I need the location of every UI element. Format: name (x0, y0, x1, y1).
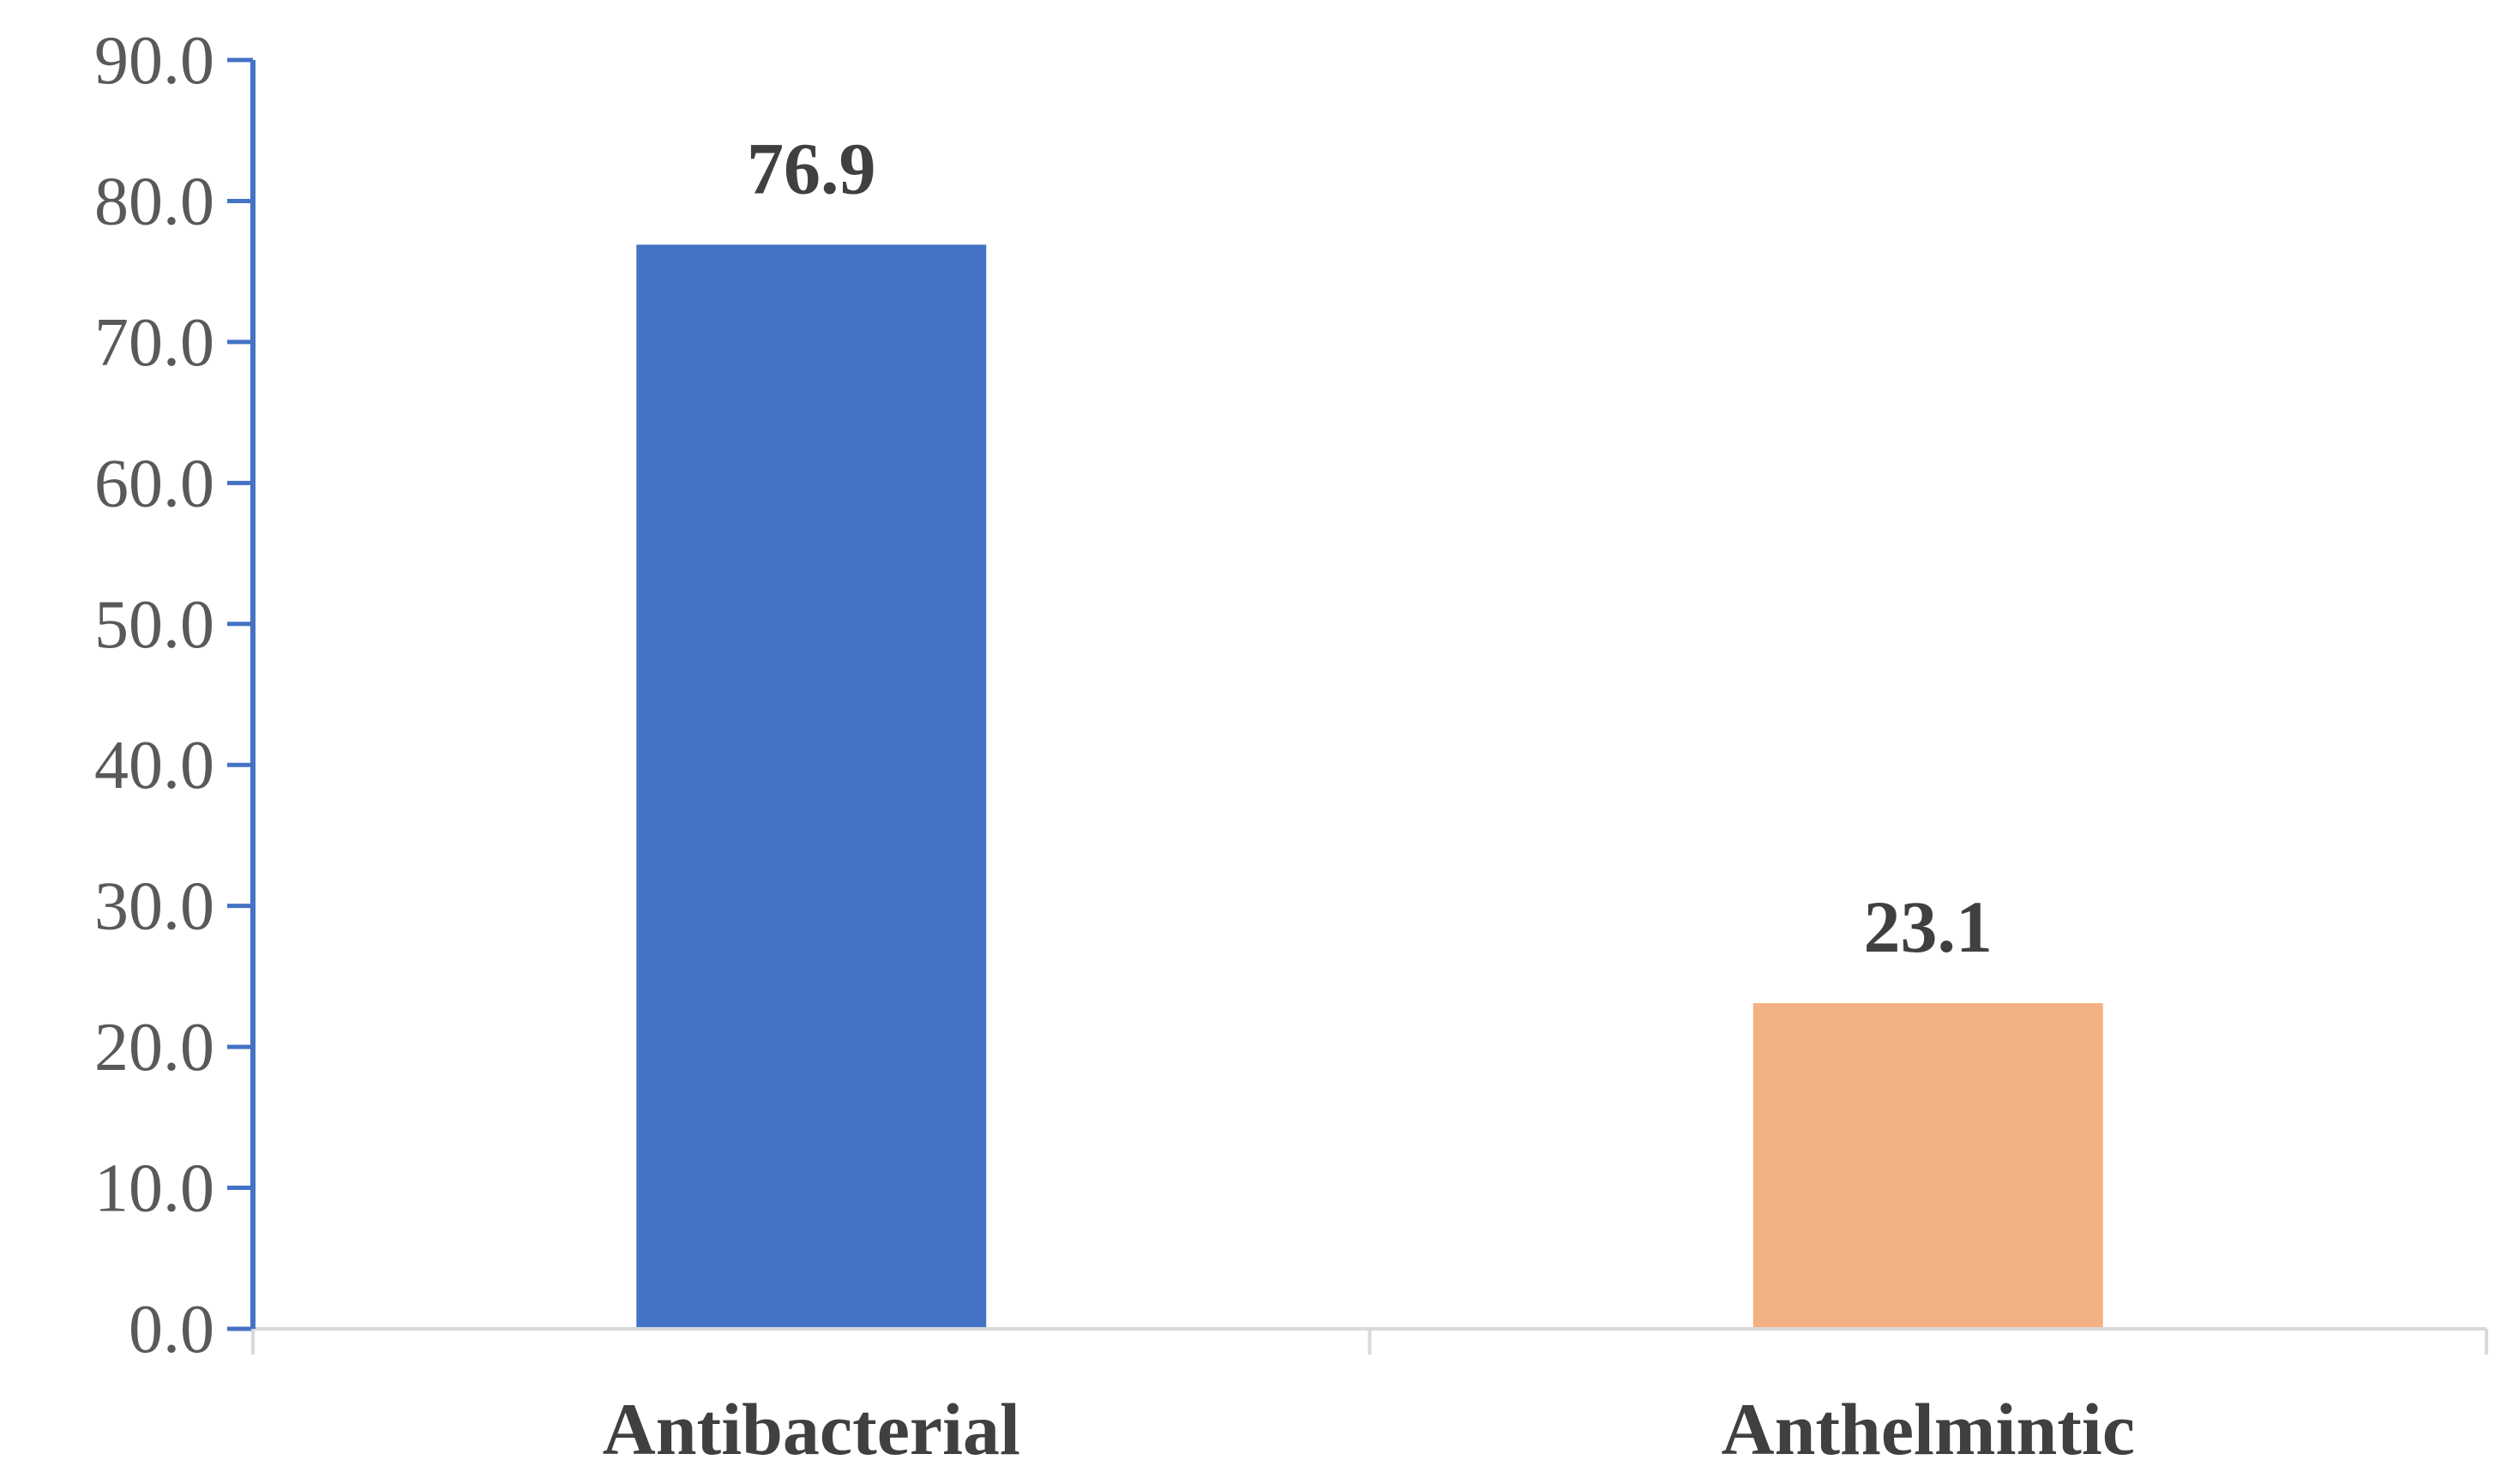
data-label: 76.9 (747, 127, 876, 209)
x-axis-ticks: Antibacterial Anthelmintic (251, 1329, 2488, 1470)
bar-anthelmintic (1753, 1003, 2103, 1329)
y-tick-label: 40.0 (94, 728, 214, 803)
y-tick-label: 20.0 (94, 1010, 214, 1085)
y-tick-label: 60.0 (94, 446, 214, 521)
data-label: 23.1 (1864, 886, 1993, 968)
y-axis-ticks: 0.0 10.0 20.0 30.0 40.0 50.0 60.0 70.0 80.0 90.0 (94, 23, 253, 1367)
y-tick-label: 80.0 (94, 164, 214, 239)
bars: 76.9 23.1 (636, 127, 2103, 1329)
y-tick-label: 90.0 (94, 23, 214, 99)
y-tick-label: 50.0 (94, 587, 214, 663)
bar-antibacterial (636, 244, 987, 1329)
x-tick-label: Antibacterial (603, 1388, 1020, 1470)
y-tick-label: 70.0 (94, 305, 214, 381)
y-tick-label: 0.0 (129, 1292, 214, 1367)
y-tick-label: 10.0 (94, 1151, 214, 1227)
y-tick-label: 30.0 (94, 869, 214, 945)
x-tick-label: Anthelmintic (1721, 1388, 2135, 1470)
